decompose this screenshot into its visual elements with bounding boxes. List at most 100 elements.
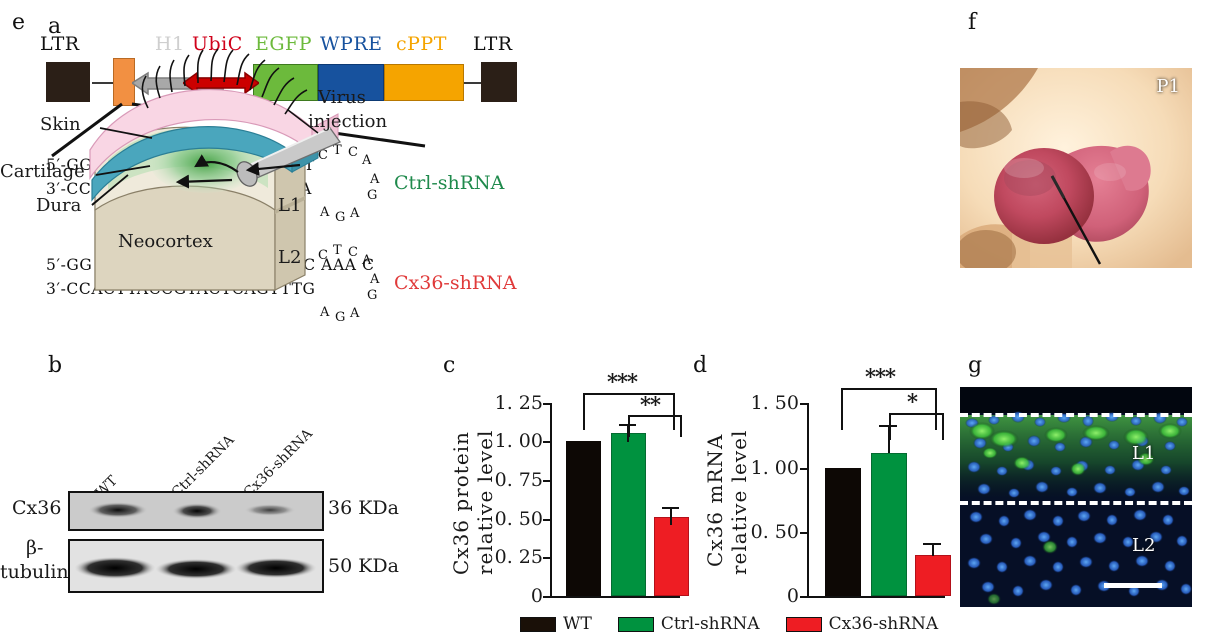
panel-b-letter: b <box>48 353 63 378</box>
ctrl-loop-a4: A <box>350 206 360 221</box>
legend-swatch-wt <box>520 616 556 632</box>
panel-c-sig-label-2: ** <box>640 392 661 417</box>
vector-label-ubic: UbiC <box>192 33 243 55</box>
photo-g-label-l1: L1 <box>1132 443 1156 464</box>
panel-c-ytick-0.50: 0. 50 <box>494 508 543 530</box>
panel-c-ytick-1.00: 1. 00 <box>494 430 543 452</box>
panel-g-letter: g <box>968 353 983 378</box>
panel-c-ylabel-line1: Cx36 protein <box>449 431 473 575</box>
panel-c-error-cx36 <box>670 507 672 525</box>
ctrl-loop-a3: A <box>320 205 330 220</box>
cortex-injection-diagram <box>89 48 341 291</box>
cx36-loop-g1: G <box>367 288 378 303</box>
vector-element-ltr-right <box>481 62 517 102</box>
panel-c-ytick-1.25: 1. 25 <box>494 392 543 414</box>
panel-f-letter: f <box>968 10 977 35</box>
legend-label-wt: WT <box>563 614 592 634</box>
blot-row-label-tubulin-1: β- <box>26 537 44 559</box>
panel-d-error-cx36 <box>932 543 934 556</box>
cx36-loop-c1: C <box>318 248 328 263</box>
diagram-label-cartilage: Cartilage <box>0 161 85 182</box>
l1-l2-boundary-dashed-line <box>960 501 1192 505</box>
panel-c-bar-cx36 <box>654 517 689 596</box>
ctrl-loop-a2: A <box>370 172 380 187</box>
panel-c-ytick-0.25: 0. 25 <box>494 546 543 568</box>
legend-item-wt: WT <box>520 614 592 634</box>
pia-boundary-dashed-line <box>960 413 1192 417</box>
panel-d-ytick-1.00: 1. 00 <box>750 457 799 479</box>
cx36-shrna-name: Cx36-shRNA <box>394 272 517 294</box>
panel-d-ytick-0.50: 0. 50 <box>750 521 799 543</box>
blot-row-tubulin <box>68 539 324 593</box>
diagram-label-dura: Dura <box>36 195 82 216</box>
panel-d-y-axis <box>807 403 809 598</box>
blot-row-label-cx36: Cx36 <box>12 497 62 519</box>
panel-c-ytick-0: 0 <box>530 585 543 607</box>
vector-label-wpre: WPRE <box>320 33 383 55</box>
panel-c-bar-wt <box>566 441 601 596</box>
vector-label-cppt: cPPT <box>396 33 447 55</box>
cx36-loop-a3: A <box>320 305 330 320</box>
cortex-fluorescence-photo: L1 L2 <box>960 387 1192 607</box>
diagram-label-neocortex: Neocortex <box>118 231 213 252</box>
ctrl-shrna-name: Ctrl-shRNA <box>394 172 505 194</box>
vector-element-wpre <box>318 64 384 101</box>
chart-legend: WT Ctrl-shRNA Cx36-shRNA <box>520 612 938 636</box>
legend-swatch-ctrl <box>617 616 654 632</box>
legend-item-cx36: Cx36-shRNA <box>785 614 939 634</box>
panel-a-letter: a <box>48 14 62 39</box>
panel-d-x-axis <box>807 596 945 598</box>
vector-element-cppt <box>384 64 464 101</box>
diagram-label-virus-line1: Virus <box>318 87 366 108</box>
legend-swatch-cx36 <box>785 616 822 632</box>
ctrl-loop-g1: G <box>367 188 378 203</box>
vector-label-ltr-right: LTR <box>473 33 513 55</box>
blot-row-cx36 <box>68 491 324 531</box>
ctrl-loop-c2: C <box>348 145 358 160</box>
cx36-loop-t1: T <box>333 243 342 258</box>
panel-d-bar-cx36 <box>915 555 951 596</box>
panel-d-ytick-1.50: 1. 50 <box>750 392 799 414</box>
panel-c-sig-bracket-2 <box>628 415 682 437</box>
panel-d-ylabel-line1: Cx36 mRNA <box>703 433 727 567</box>
panel-d-bar-ctrl <box>871 453 907 596</box>
legend-item-ctrl: Ctrl-shRNA <box>617 614 760 634</box>
pup-injection-photo: P1 <box>960 68 1192 268</box>
ctrl-loop-t1: T <box>333 143 342 158</box>
panel-d-ytick-0: 0 <box>786 585 799 607</box>
photo-g-label-l2: L2 <box>1132 535 1156 556</box>
panel-d-sig-label-1: *** <box>865 364 896 389</box>
diagram-label-l2: L2 <box>278 247 302 268</box>
vector-label-ltr-left: LTR <box>40 33 80 55</box>
panel-c-sig-bracket-1 <box>583 393 675 430</box>
panel-d-bar-wt <box>825 468 861 596</box>
blot-lane-label-cx36: Cx36-shRNA <box>240 425 316 501</box>
panel-d-letter: d <box>693 353 708 378</box>
panel-d-sig-label-2: * <box>907 389 918 414</box>
panel-c-x-axis <box>550 596 680 598</box>
ctrl-loop-c1: C <box>318 148 328 163</box>
legend-label-cx36: Cx36-shRNA <box>828 614 939 634</box>
cx36-loop-a4: A <box>350 306 360 321</box>
panel-b: b WT Ctrl-shRNA Cx36-shRNA Cx36 36 KDa <box>0 345 430 640</box>
blot-row-label-tubulin-2: tubulin <box>0 561 69 583</box>
diagram-label-l1: L1 <box>278 195 302 216</box>
panel-c-letter: c <box>443 353 456 378</box>
panel-c-y-axis <box>550 403 552 598</box>
panel-c-sig-label-1: *** <box>607 369 638 394</box>
blot-mw-cx36: 36 KDa <box>328 497 399 519</box>
diagram-label-virus-line2: injection <box>308 111 388 132</box>
panel-d-sig-bracket-1 <box>841 388 937 430</box>
panel-d: d Cx36 mRNA relative level 1. 50 1. 00 0… <box>685 345 951 620</box>
blot-mw-tubulin: 50 KDa <box>328 555 399 577</box>
photo-f-tag: P1 <box>1156 76 1180 97</box>
scale-bar <box>1104 583 1162 588</box>
panel-c-bar-ctrl <box>611 433 646 596</box>
panel-e: e <box>0 0 400 340</box>
panel-c-ytick-0.75: 0. 75 <box>494 469 543 491</box>
legend-label-ctrl: Ctrl-shRNA <box>660 614 760 634</box>
vector-label-egfp: EGFP <box>255 33 313 55</box>
panel-f: f <box>960 0 1230 340</box>
panel-c: c Cx36 protein relative level 1. 25 1. 0… <box>435 345 689 620</box>
cx36-loop-a2: A <box>370 272 380 287</box>
